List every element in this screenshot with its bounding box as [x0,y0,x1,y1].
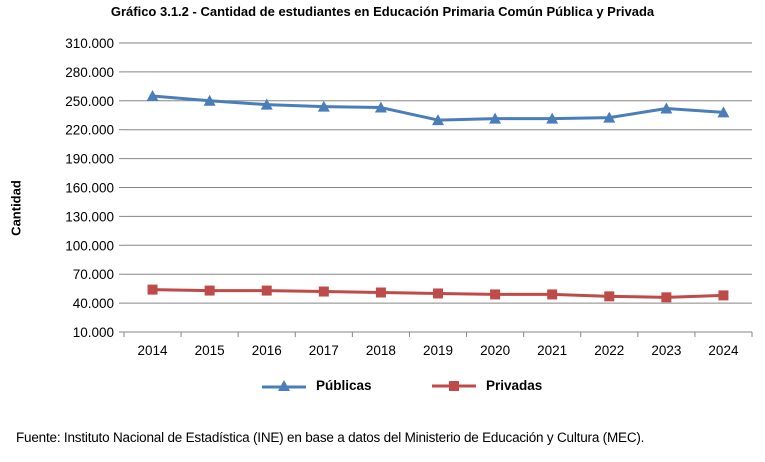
data-point-square [718,290,729,301]
legend-square-marker-icon [432,380,476,391]
legend-label-publicas: Públicas [316,378,372,393]
data-point-square [375,287,386,298]
x-tick-label: 2017 [309,343,339,358]
legend-label-privadas: Privadas [486,378,543,393]
data-point-square [604,291,615,302]
y-tick-label: 10.000 [73,325,114,340]
y-tick-label: 100.000 [65,238,114,253]
data-point-square [147,284,158,295]
data-point-triangle [489,112,502,124]
data-point-triangle [374,101,387,113]
x-tick-label: 2019 [423,343,453,358]
data-point-triangle [260,98,273,110]
source-note: Fuente: Instituto Nacional de Estadístic… [16,430,645,445]
data-point-triangle [432,114,444,126]
data-point-square [261,285,272,296]
data-point-triangle [717,106,730,118]
data-point-triangle [317,100,330,112]
x-tick-label: 2022 [594,343,624,358]
y-tick-label: 70.000 [73,267,114,282]
data-point-square [204,285,215,296]
x-tick-label: 2018 [366,343,396,358]
y-tick-label: 130.000 [65,209,114,224]
data-point-triangle [146,89,159,101]
data-point-triangle [546,112,559,124]
x-tick-label: 2021 [537,343,567,358]
y-tick-label: 220.000 [65,123,114,138]
legend-item-publicas: Públicas [262,378,372,393]
x-tick-label: 2023 [651,343,681,358]
data-point-square [318,286,329,297]
x-tick-label: 2014 [138,343,169,358]
data-point-triangle [660,102,673,114]
data-point-triangle [203,94,216,106]
chart-title: Gráfico 3.1.2 - Cantidad de estudiantes … [110,4,655,19]
x-tick-labels: 2014 2015 2016 2017 2018 2019 2020 2021 2022 2023… [138,343,739,358]
y-tick-label: 250.000 [65,94,114,109]
data-point-square [547,289,558,300]
y-tick-label: 310.000 [65,36,114,51]
y-tick-label: 160.000 [65,181,114,196]
data-point-square [490,289,501,300]
data-point-square [433,288,443,299]
y-tick-label: 40.000 [73,296,114,311]
series-pblicas [146,89,730,126]
series-privadas [147,284,729,303]
data-point-triangle [603,111,616,123]
gridlines [119,42,753,337]
y-tick-label: 190.000 [65,152,114,167]
legend-item-privadas: Privadas [432,378,542,393]
y-tick-label: 280.000 [65,65,114,80]
legend: Públicas Privadas [0,378,765,398]
x-tick-label: 2024 [708,343,739,358]
y-tick-labels: 10.000 40.000 70.000 100.000 130.000 160.000 1… [65,36,114,340]
series-group [146,89,730,303]
data-point-square [661,292,672,303]
x-tick-label: 2016 [252,343,282,358]
legend-triangle-marker-icon [262,379,306,391]
x-tick-label: 2020 [480,343,510,358]
x-tick-label: 2015 [195,343,225,358]
